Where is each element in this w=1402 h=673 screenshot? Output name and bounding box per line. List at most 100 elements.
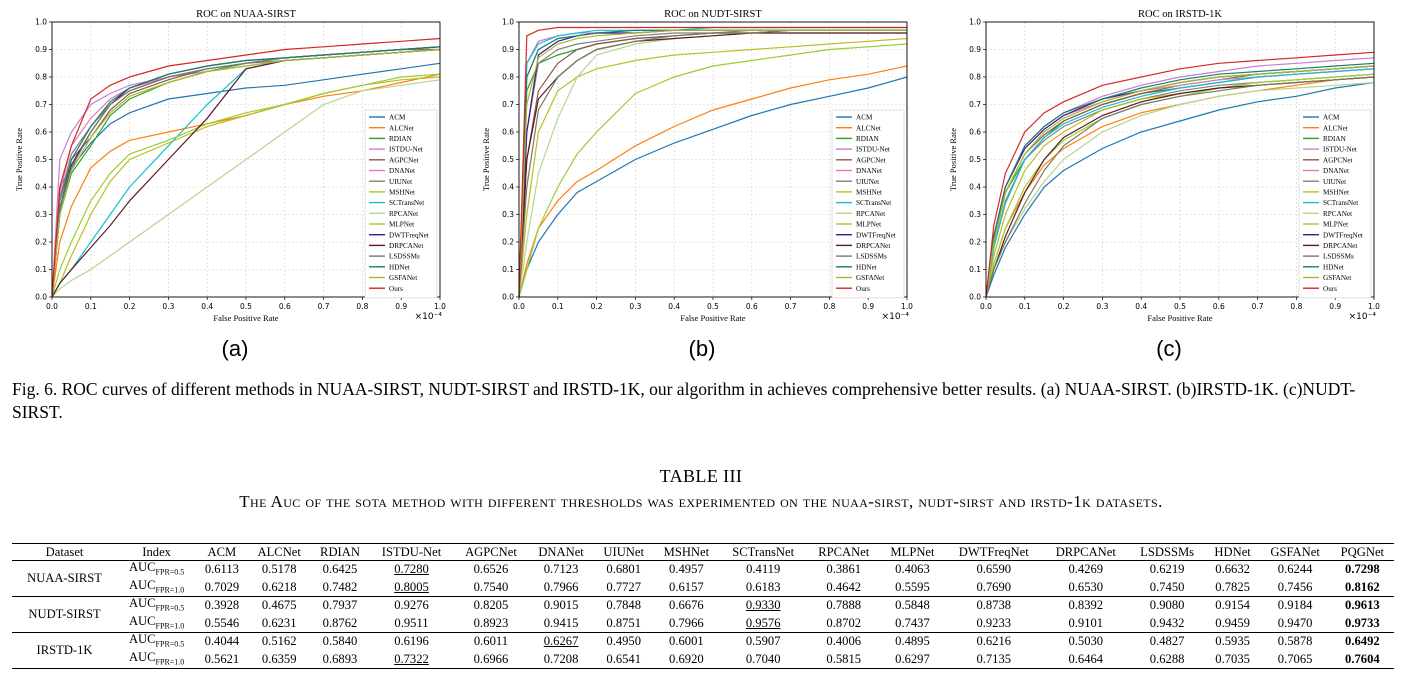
x-tick-label: 0.4 [201,302,213,311]
legend-label: AGPCNet [1323,156,1353,164]
value-cell: 0.9432 [1128,614,1206,634]
legend-label: DRPCANet [389,242,423,250]
legend-label: MLPNet [856,221,881,229]
value-text: 0.6297 [895,651,930,666]
y-tick-label: 0.8 [969,73,981,82]
legend-label: LSDSSMs [1323,253,1354,261]
table-header-row: Dataset Index ACM ALCNet RDIAN ISTDU-Net AGPCN… [12,543,1394,561]
value-text: 0.7848 [606,598,642,613]
legend-label: RPCANet [389,210,418,218]
column-header: RDIAN [310,543,370,561]
plot-frame [51,21,441,298]
x-tick-label: 0.6 [1213,302,1225,311]
value-cell: 0.6297 [880,650,945,670]
y-tick-label: 0.9 [502,45,514,54]
x-tick-label: 0.3 [162,302,174,311]
legend-label: UIUNet [389,178,412,186]
value-text: 0.7123 [543,562,579,577]
series-lines [985,51,1375,298]
value-cell: 0.5178 [248,561,311,579]
series-line-acm [985,81,1375,298]
value-cell: 0.9015 [528,597,594,615]
value-cell: 0.6464 [1043,650,1129,670]
column-header: DRPCANet [1043,543,1129,561]
value-text: 0.7065 [1277,651,1313,666]
legend-label: DNANet [1323,167,1349,175]
roc-chart-svg: ROC on NUAA-SIRST 0.0 0.1 0.2 0.3 0.4 0.5 0.6 0.… [14,9,446,323]
column-header: ALCNet [247,543,311,561]
value-cell: 0.8702 [807,614,881,634]
value-text: 0.7540 [473,579,509,594]
value-cell: 0.8005 [369,578,454,598]
value-text: 0.5848 [895,598,930,613]
value-text: 0.7029 [204,579,240,594]
value-cell: 0.9415 [528,614,595,634]
index-sub: FPR=0.5 [155,567,185,577]
value-text: 0.6001 [669,634,704,649]
x-tick-label: 0.0 [46,302,58,311]
series-line-gsfanet [518,29,907,298]
panel-letter-b: (b) [688,336,716,361]
index-main: AUC [128,596,156,611]
value-text: 0.6113 [204,562,239,577]
y-tick-label: 0.7 [502,100,514,109]
roc-chart-svg: ROC on IRSTD-1K 0.0 0.1 0.2 0.3 0.4 0.5 0.6 0.7 0… [948,9,1380,323]
table-row: NUAA-SIRST AUCFPR=0.5 0.6113 0.5178 0.6425 0.… [12,560,1394,598]
legend-label: ALCNet [389,124,414,132]
value-cell: 0.6011 [454,633,528,651]
index-main: AUC [128,613,156,628]
legend-label: DWTFreqNet [1323,231,1363,239]
y-tick-label: 0.4 [502,183,514,192]
index-main: AUC [128,560,156,574]
table-subtitle: The Auc of the sota method with differen… [239,492,1163,511]
y-tick-label: 1.0 [35,18,47,27]
value-cell: 0.4006 [807,633,880,651]
value-cell: 0.6526 [454,561,528,579]
value-text: 0.6464 [1068,651,1104,666]
legend-label: GSFANet [1323,274,1351,282]
legend-label: Ours [1323,285,1337,293]
legend-label: ACM [856,114,873,122]
value-cell: 0.7437 [880,614,945,634]
value-text: 0.9184 [1277,598,1313,613]
value-cell: 0.7966 [528,578,595,598]
series-line-acm [518,76,908,298]
value-text: 0.6216 [976,634,1012,649]
y-tick-label: 0.8 [502,73,514,82]
index-sub: FPR=1.0 [155,621,185,631]
value-cell: 0.6492 [1331,633,1394,651]
index-main: AUC [128,632,156,647]
value-text: 0.6288 [1149,651,1185,666]
value-text: 0.9015 [543,598,579,613]
x-tick-label: 0.3 [629,302,641,311]
value-cell: 0.5878 [1260,633,1331,651]
legend-label: ISTDU-Net [1323,146,1357,154]
value-cell: 0.4044 [196,633,247,651]
y-tick-label: 0.4 [35,183,47,192]
legend-label: MSHNet [389,189,415,197]
x-tick-label: 0.0 [980,302,992,311]
x-tick-label: 0.5 [1174,302,1186,311]
y-tick-label: 1.0 [969,18,981,27]
column-header: MSHNet [653,543,720,561]
value-cell: 0.7322 [369,650,454,670]
value-cell: 0.7456 [1259,578,1331,598]
value-cell: 0.9233 [944,614,1044,634]
legend: ACM ALCNet RDIAN ISTDU-Net AGPCNet DNANet UIUN… [1298,109,1372,299]
y-tick-label: 0.6 [502,128,514,137]
value-text: 0.6492 [1345,634,1380,649]
legend-label: Ours [856,285,870,293]
value-cell: 0.7035 [1205,650,1260,670]
value-text: 0.7208 [543,651,579,666]
legend-label: RDIAN [1323,135,1347,143]
series-line-rpcanet [51,79,441,298]
value-cell: 0.6267 [528,633,594,651]
value-cell: 0.5907 [719,633,807,651]
legend-label: RDIAN [389,135,413,143]
value-cell: 0.6893 [310,650,370,670]
value-cell: 0.7450 [1128,578,1206,598]
roc-chart-irstd: ROC on IRSTD-1K 0.0 0.1 0.2 0.3 0.4 0.5 0.6 0.7 0… [934,0,1402,336]
roc-chart-nuaa: ROC on NUAA-SIRST 0.0 0.1 0.2 0.3 0.4 0.5 0.6 0.… [0,0,468,336]
legend-label: RPCANet [856,210,885,218]
value-text: 0.6011 [473,634,509,649]
